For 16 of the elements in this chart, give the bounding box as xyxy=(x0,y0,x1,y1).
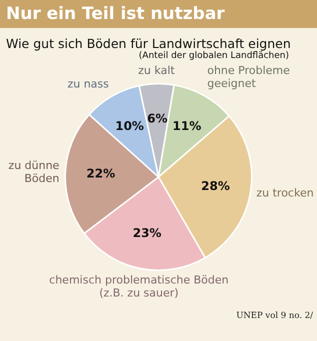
data-label: 10% xyxy=(115,119,144,134)
chart-subtitle: Wie gut sich Böden für Landwirtschaft eignen xyxy=(5,35,292,51)
slice-label: ohne Probleme geeignet xyxy=(207,64,290,90)
data-label: 22% xyxy=(86,166,116,181)
data-label: 6% xyxy=(147,111,168,126)
text: (Anteil der globalen Landflächen) xyxy=(138,51,290,61)
text: UNEP vol 9 no. 2/ xyxy=(235,311,314,321)
chart-title: Nur ein Teil ist nutzbar xyxy=(0,0,317,28)
data-label: 23% xyxy=(132,226,162,240)
slice-label: zu dünne Böden xyxy=(8,159,60,186)
slice-label: zu trocken xyxy=(256,186,314,200)
data-label: 28% xyxy=(201,178,230,193)
slice-label: zu kalt xyxy=(138,64,176,78)
data-label: 11% xyxy=(172,118,202,133)
slice-label: chemisch problematische Böden (z.B. zu sauer) xyxy=(49,274,229,300)
slice-label: zu nass xyxy=(67,77,110,90)
